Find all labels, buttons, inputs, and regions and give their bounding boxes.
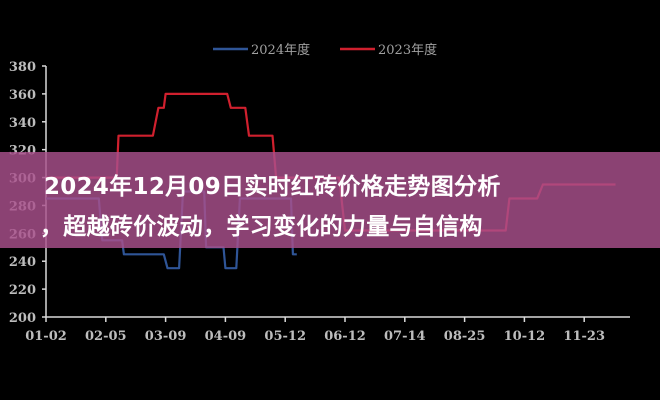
y-tick-label: 380	[9, 60, 36, 75]
title-banner: 2024年12月09日实时红砖价格走势图分析 ，超越砖价波动，学习变化的力量与自…	[0, 152, 660, 248]
x-tick-label: 06-12	[324, 329, 366, 344]
x-tick-label: 10-12	[504, 329, 546, 344]
x-tick-label: 03-09	[145, 329, 187, 344]
x-tick-label: 05-12	[264, 329, 306, 344]
legend-label: 2024年度	[251, 42, 310, 58]
y-tick-label: 240	[9, 255, 36, 270]
x-tick-label: 04-09	[205, 329, 247, 344]
legend-label: 2023年度	[378, 42, 437, 58]
x-tick-label: 08-25	[444, 329, 486, 344]
x-tick-label: 07-14	[384, 329, 426, 344]
y-tick-label: 200	[9, 311, 36, 326]
x-tick-label: 01-02	[25, 329, 67, 344]
banner-line-2: ，超越砖价波动，学习变化的力量与自信构	[40, 214, 483, 240]
y-tick-label: 340	[9, 116, 36, 131]
y-tick-label: 360	[9, 88, 36, 103]
banner-line-1: 2024年12月09日实时红砖价格走势图分析	[44, 174, 501, 200]
x-tick-label: 02-05	[85, 329, 127, 344]
y-tick-label: 220	[9, 283, 36, 298]
x-tick-label: 11-23	[563, 329, 605, 344]
